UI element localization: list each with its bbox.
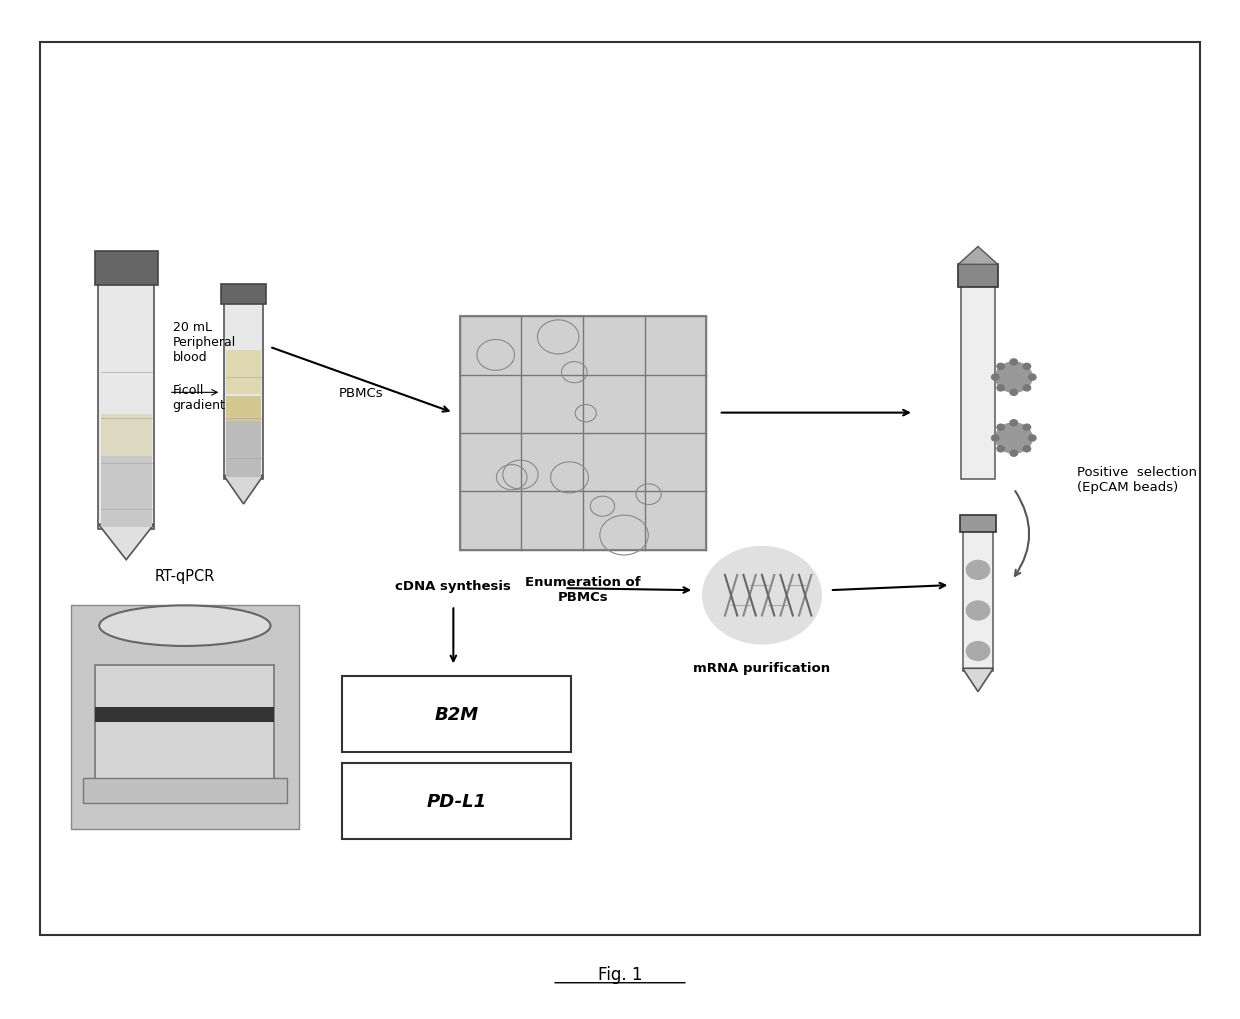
Bar (100, 415, 151, 457)
Bar (226, 351, 260, 395)
Text: PBMCs: PBMCs (339, 387, 383, 400)
Circle shape (996, 363, 1033, 393)
Text: Ficoll
gradient: Ficoll gradient (172, 384, 226, 412)
Circle shape (1011, 360, 1018, 366)
Text: B2M: B2M (434, 706, 479, 723)
Bar (94, 252, 157, 285)
Text: Fig. 1: Fig. 1 (598, 965, 642, 982)
Polygon shape (962, 668, 993, 692)
Bar (223, 297, 263, 479)
Circle shape (1023, 364, 1030, 370)
FancyBboxPatch shape (342, 677, 570, 753)
Text: Positive  selection
(EpCAM beads): Positive selection (EpCAM beads) (1076, 465, 1197, 493)
Circle shape (1023, 425, 1030, 431)
Bar (100, 457, 151, 528)
Bar (962, 529, 993, 672)
Circle shape (992, 375, 999, 381)
Circle shape (997, 425, 1004, 431)
Bar (221, 284, 265, 305)
Text: mRNA purification: mRNA purification (693, 661, 831, 675)
Bar (95, 707, 274, 722)
Circle shape (996, 423, 1033, 453)
Bar (960, 516, 996, 532)
Circle shape (966, 641, 991, 661)
Circle shape (1029, 375, 1035, 381)
Bar (95, 665, 274, 789)
Ellipse shape (99, 605, 270, 646)
Circle shape (997, 446, 1004, 452)
Bar (961, 283, 996, 479)
Text: PD-L1: PD-L1 (427, 792, 486, 810)
Circle shape (966, 560, 991, 581)
FancyBboxPatch shape (342, 763, 570, 839)
Circle shape (966, 601, 991, 621)
Polygon shape (98, 525, 154, 560)
Text: RT-qPCR: RT-qPCR (155, 569, 215, 584)
FancyBboxPatch shape (40, 44, 1200, 935)
Circle shape (1011, 390, 1018, 396)
Circle shape (1011, 450, 1018, 457)
Circle shape (1023, 446, 1030, 452)
Circle shape (1011, 420, 1018, 426)
Circle shape (997, 385, 1004, 391)
Bar (959, 265, 998, 287)
Text: cDNA synthesis: cDNA synthesis (396, 579, 511, 592)
Polygon shape (959, 248, 998, 265)
Bar (460, 317, 707, 550)
Circle shape (703, 547, 821, 644)
Bar (71, 605, 299, 828)
Bar (83, 779, 286, 803)
Circle shape (997, 364, 1004, 370)
Circle shape (1023, 385, 1030, 391)
Bar (98, 269, 154, 530)
Text: 20 mL
Peripheral
blood: 20 mL Peripheral blood (172, 321, 236, 364)
Bar (226, 420, 260, 477)
Bar (226, 397, 260, 421)
Polygon shape (223, 476, 263, 504)
Circle shape (1029, 435, 1035, 441)
Text: Enumeration of
PBMCs: Enumeration of PBMCs (526, 576, 641, 603)
Circle shape (992, 435, 999, 441)
